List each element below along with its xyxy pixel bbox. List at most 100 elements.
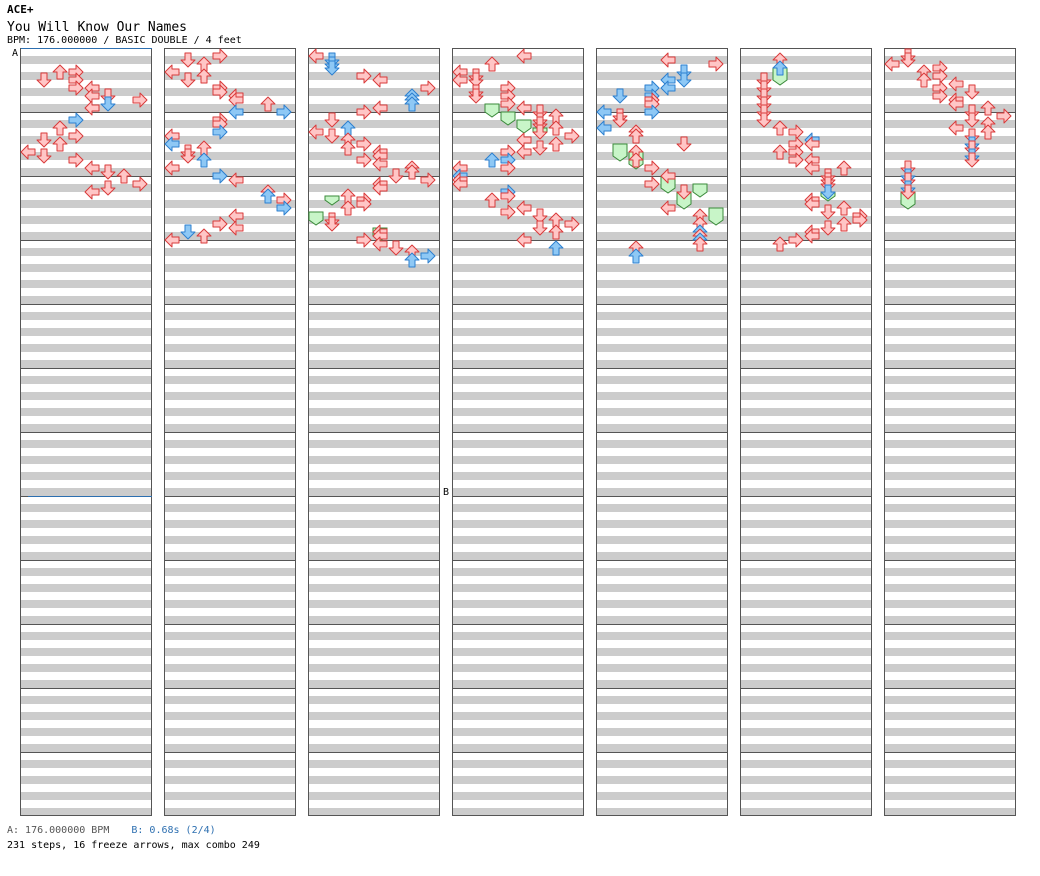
step-arrow-up: [340, 200, 356, 216]
step-arrow-left: [20, 144, 36, 160]
row-stripe: [20, 456, 152, 464]
step-arrow-left: [228, 172, 244, 188]
step-arrow-down: [676, 184, 692, 200]
row-stripe: [596, 632, 728, 640]
row-stripe: [596, 216, 728, 224]
row-stripe: [884, 712, 1016, 720]
step-arrow-down: [820, 204, 836, 220]
step-arrow-up: [980, 100, 996, 116]
row-stripe: [164, 264, 296, 272]
row-stripe: [308, 600, 440, 608]
row-stripe: [20, 632, 152, 640]
row-stripe: [740, 584, 872, 592]
row-stripe: [596, 296, 728, 304]
row-stripe: [740, 248, 872, 256]
row-stripe: [596, 264, 728, 272]
row-stripe: [20, 696, 152, 704]
row-stripe: [20, 744, 152, 752]
row-stripe: [308, 664, 440, 672]
row-stripe: [164, 728, 296, 736]
row-stripe: [884, 200, 1016, 208]
step-arrow-left: [516, 144, 532, 160]
row-stripe: [164, 216, 296, 224]
chart-column-5: [596, 48, 728, 816]
row-stripe: [20, 792, 152, 800]
row-stripe: [452, 424, 584, 432]
step-arrow-up: [52, 64, 68, 80]
row-stripe: [164, 776, 296, 784]
row-stripe: [596, 520, 728, 528]
row-stripe: [740, 152, 872, 160]
row-stripe: [884, 104, 1016, 112]
row-stripe: [308, 472, 440, 480]
row-stripe: [164, 392, 296, 400]
row-stripe: [740, 440, 872, 448]
step-arrow-up: [772, 144, 788, 160]
step-arrow-right: [932, 88, 948, 104]
step-arrow-down: [36, 148, 52, 164]
step-arrow-down: [388, 168, 404, 184]
row-stripe: [308, 632, 440, 640]
row-stripe: [596, 440, 728, 448]
row-stripe: [884, 168, 1016, 176]
row-stripe: [884, 536, 1016, 544]
step-arrow-right: [356, 152, 372, 168]
row-stripe: [164, 168, 296, 176]
step-arrow-left: [804, 160, 820, 176]
row-stripe: [308, 776, 440, 784]
row-stripe: [596, 728, 728, 736]
row-stripe: [308, 88, 440, 96]
step-arrow-down: [964, 112, 980, 128]
row-stripe: [596, 600, 728, 608]
row-stripe: [308, 792, 440, 800]
row-stripe: [308, 344, 440, 352]
row-stripe: [20, 184, 152, 192]
step-arrow-up: [980, 124, 996, 140]
step-arrow-right: [500, 204, 516, 220]
row-stripe: [596, 664, 728, 672]
step-arrow-right: [356, 104, 372, 120]
row-stripe: [452, 568, 584, 576]
freeze-arrow: [708, 207, 724, 226]
row-stripe: [596, 248, 728, 256]
row-stripe: [308, 168, 440, 176]
row-stripe: [452, 200, 584, 208]
row-stripe: [884, 280, 1016, 288]
step-arrow-right: [68, 112, 84, 128]
row-stripe: [20, 280, 152, 288]
step-arrow-up: [52, 136, 68, 152]
row-stripe: [452, 344, 584, 352]
row-stripe: [308, 584, 440, 592]
row-stripe: [164, 552, 296, 560]
row-stripe: [20, 376, 152, 384]
row-stripe: [452, 168, 584, 176]
step-arrow-up: [692, 236, 708, 252]
row-stripe: [308, 216, 440, 224]
step-arrow-right: [276, 200, 292, 216]
row-stripe: [308, 456, 440, 464]
step-arrow-right: [212, 168, 228, 184]
freeze-arrow: [516, 119, 532, 134]
row-stripe: [884, 88, 1016, 96]
row-stripe: [740, 88, 872, 96]
step-arrow-up: [772, 236, 788, 252]
row-stripe: [164, 312, 296, 320]
row-stripe: [164, 488, 296, 496]
row-stripe: [596, 312, 728, 320]
step-arrow-up: [628, 152, 644, 168]
row-stripe: [20, 312, 152, 320]
step-arrow-left: [372, 180, 388, 196]
row-stripe: [596, 504, 728, 512]
step-arrow-down: [324, 128, 340, 144]
row-stripe: [452, 808, 584, 816]
row-stripe: [20, 440, 152, 448]
step-arrow-down: [36, 72, 52, 88]
freeze-arrow: [692, 183, 708, 198]
row-stripe: [164, 696, 296, 704]
row-stripe: [740, 56, 872, 64]
row-stripe: [164, 440, 296, 448]
row-stripe: [452, 664, 584, 672]
row-stripe: [164, 600, 296, 608]
row-stripe: [884, 632, 1016, 640]
step-arrow-down: [756, 112, 772, 128]
